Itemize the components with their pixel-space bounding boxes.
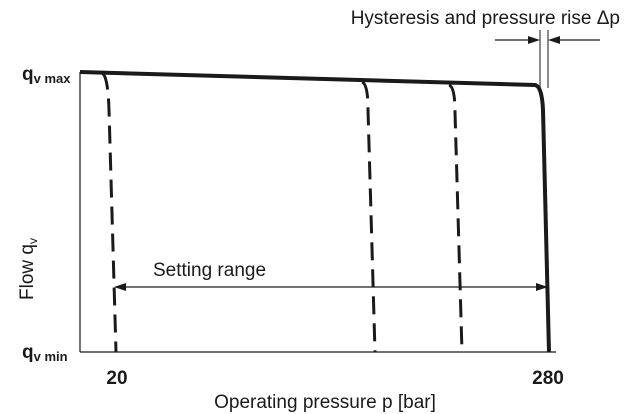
- label-sub: v min: [34, 349, 68, 364]
- x-tick-label: 280: [532, 368, 564, 389]
- annotation: Hysteresis and pressure rise Δp: [351, 8, 620, 29]
- setting-curve: [448, 83, 464, 353]
- characteristic-curve: [79, 70, 551, 353]
- range-label: Setting range: [153, 260, 266, 281]
- label-sub: v max: [34, 71, 72, 86]
- y-max-label: qv max: [22, 64, 71, 86]
- arrow-heads: [528, 36, 560, 44]
- y-min-label: qv min: [22, 342, 68, 364]
- setting-curve: [361, 80, 377, 353]
- label-main: Flow q: [17, 244, 38, 300]
- label-main: q: [22, 64, 34, 85]
- label-main: q: [22, 342, 34, 363]
- y-axis-label: Flow qv: [17, 238, 40, 300]
- label-sub: v: [26, 238, 40, 244]
- x-tick-label: 20: [106, 368, 127, 389]
- x-axis-label: Operating pressure p [bar]: [214, 392, 436, 413]
- setting-curve-min: [101, 71, 118, 353]
